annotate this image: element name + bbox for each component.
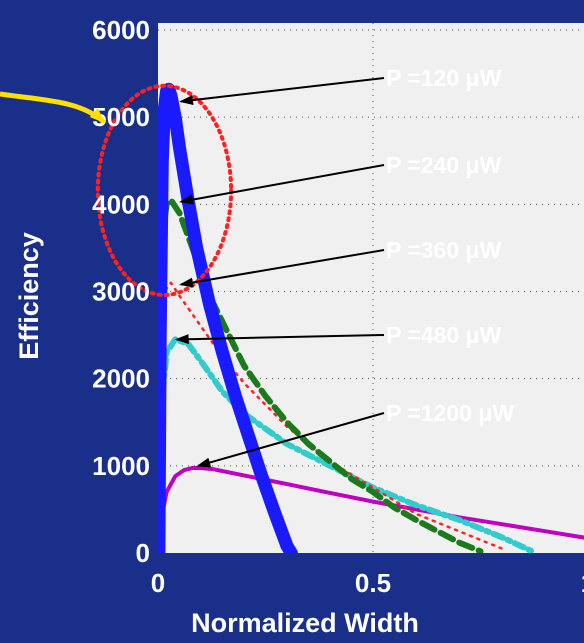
annotation-arrow xyxy=(179,164,385,205)
annotation-label: P =480 μW xyxy=(386,322,502,348)
x-tick-label: 0.5 xyxy=(355,568,391,598)
y-tick-label: 0 xyxy=(136,538,150,568)
annotation-arrow xyxy=(196,412,385,468)
series-line xyxy=(158,466,584,553)
annotation-label: P =1200 μW xyxy=(386,400,514,426)
y-tick-label: 4000 xyxy=(92,189,150,219)
annotation-label: P =120 μW xyxy=(386,65,502,91)
annotation-arrow xyxy=(179,249,385,288)
highlight-ellipse-layer xyxy=(95,83,234,297)
annotation-label: P =360 μW xyxy=(386,237,502,263)
plot-area xyxy=(158,23,584,553)
annotation-label: P =240 μW xyxy=(386,152,502,178)
yellow-pointer-arrow xyxy=(0,91,106,124)
annotation-arrow xyxy=(174,334,385,345)
annotation-arrow xyxy=(179,77,385,106)
x-axis-title: Normalized Width xyxy=(191,608,419,638)
y-tick-label: 6000 xyxy=(92,15,150,45)
y-tick-label: 3000 xyxy=(92,277,150,307)
x-tick-label: 1 xyxy=(581,568,584,598)
grid xyxy=(158,23,584,553)
highlight-ellipse xyxy=(95,83,234,297)
y-tick-label: 2000 xyxy=(92,364,150,394)
annotation-layer: P =120 μW P =240 μW P =360 μW P =480 μW P =1… xyxy=(174,65,514,468)
y-axis-title: Efficiency xyxy=(14,232,44,360)
x-tick-label: 0 xyxy=(151,568,165,598)
y-tick-label: 1000 xyxy=(92,451,150,481)
